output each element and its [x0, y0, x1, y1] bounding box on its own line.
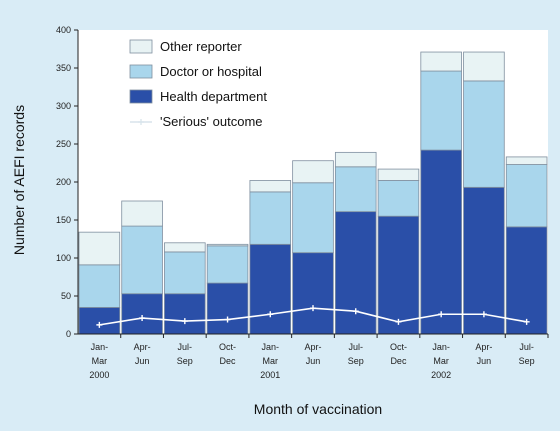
serious-outcome-point — [395, 318, 402, 325]
bar-other-reporter — [420, 51, 462, 72]
x-tick-label: Sep — [177, 356, 193, 366]
bar-health-department — [505, 226, 548, 335]
legend-label: Other reporter — [160, 39, 242, 54]
x-tick-label: Mar — [433, 356, 449, 366]
bar-doctor-or-hospital — [463, 80, 505, 188]
y-tick-label: 150 — [56, 215, 71, 225]
bar-health-department — [249, 243, 292, 335]
y-tick-label: 0 — [66, 329, 71, 339]
x-tick-label: Jul- — [348, 342, 363, 352]
x-tick-label: 2001 — [260, 370, 280, 380]
y-tick-label: 400 — [56, 25, 71, 35]
legend-label: 'Serious' outcome — [160, 114, 263, 129]
y-tick-label: 300 — [56, 101, 71, 111]
bar-other-reporter — [292, 160, 334, 184]
serious-outcome-point — [352, 308, 359, 315]
bar-health-department — [78, 306, 121, 335]
x-tick-label: 2000 — [89, 370, 109, 380]
bar-health-department — [334, 211, 377, 335]
bar-other-reporter — [206, 243, 249, 247]
bar-other-reporter — [78, 231, 121, 266]
bar-doctor-or-hospital — [505, 164, 548, 228]
bar-doctor-or-hospital — [292, 182, 334, 254]
legend-swatch — [129, 64, 153, 79]
x-tick-label: Jul- — [178, 342, 193, 352]
serious-outcome-point — [96, 321, 103, 328]
x-tick-label: Jan- — [262, 342, 280, 352]
serious-outcome-point — [139, 315, 146, 322]
y-tick-label: 350 — [56, 63, 71, 73]
serious-outcome-line-layer — [96, 305, 530, 328]
legend-label: Health department — [160, 89, 267, 104]
bar-other-reporter — [249, 180, 292, 193]
bar-doctor-or-hospital — [420, 70, 462, 151]
bar-health-department — [206, 282, 249, 335]
y-tick-label: 200 — [56, 177, 71, 187]
x-tick-label: Jul- — [519, 342, 534, 352]
bar-doctor-or-hospital — [78, 264, 121, 308]
x-tick-label: Jun — [477, 356, 492, 366]
ticks-layer: 0 50 100 150 200 250 300 350 400 Jan- Mar 2000 Apr- J… — [56, 25, 549, 380]
y-tick-label: 100 — [56, 253, 71, 263]
x-tick-label: Oct- — [390, 342, 407, 352]
x-tick-label: Jan- — [91, 342, 109, 352]
x-tick-label: Apr- — [304, 342, 321, 352]
bar-doctor-or-hospital — [206, 245, 249, 284]
serious-outcome-point — [224, 316, 231, 323]
bar-health-department — [121, 293, 163, 335]
serious-outcome-point — [267, 311, 274, 318]
x-tick-label: Dec — [390, 356, 407, 366]
x-tick-label: Jan- — [432, 342, 450, 352]
bar-other-reporter — [505, 156, 548, 165]
x-tick-label: Dec — [220, 356, 237, 366]
legend-label: Doctor or hospital — [160, 64, 262, 79]
bar-doctor-or-hospital — [377, 180, 420, 217]
x-tick-label: Jun — [306, 356, 321, 366]
serious-outcome-point — [438, 311, 445, 318]
legend-marker — [138, 119, 144, 125]
x-tick-label: Oct- — [219, 342, 236, 352]
serious-outcome-point — [480, 311, 487, 318]
y-axis-title: Number of AEFI records — [11, 105, 27, 255]
bars-layer — [78, 51, 548, 335]
x-tick-label: Mar — [92, 356, 108, 366]
legend: Other reporter Doctor or hospital Health d… — [129, 39, 267, 129]
bar-health-department — [292, 252, 334, 335]
bar-doctor-or-hospital — [164, 251, 206, 295]
x-tick-label: Apr- — [475, 342, 492, 352]
bar-health-department — [377, 215, 420, 335]
bar-health-department — [420, 149, 462, 335]
x-tick-label: Mar — [263, 356, 279, 366]
bar-other-reporter — [334, 151, 377, 168]
x-tick-label: 2002 — [431, 370, 451, 380]
x-axis-title: Month of vaccination — [254, 401, 382, 417]
x-tick-label: Jun — [135, 356, 150, 366]
bar-other-reporter — [377, 168, 420, 181]
x-tick-label: Apr- — [134, 342, 151, 352]
y-tick-label: 50 — [61, 291, 71, 301]
bar-doctor-or-hospital — [334, 166, 377, 213]
legend-swatch — [129, 89, 153, 104]
serious-outcome-point — [181, 318, 188, 325]
bar-doctor-or-hospital — [121, 225, 163, 295]
bar-other-reporter — [164, 242, 206, 253]
y-tick-label: 250 — [56, 139, 71, 149]
x-tick-label: Sep — [348, 356, 364, 366]
serious-outcome-point — [310, 305, 316, 312]
bar-health-department — [164, 293, 206, 335]
bar-other-reporter — [121, 200, 163, 227]
legend-swatch — [129, 39, 153, 54]
bar-doctor-or-hospital — [249, 191, 292, 245]
x-tick-label: Sep — [519, 356, 535, 366]
bar-other-reporter — [463, 51, 505, 82]
serious-outcome-point — [523, 318, 530, 325]
